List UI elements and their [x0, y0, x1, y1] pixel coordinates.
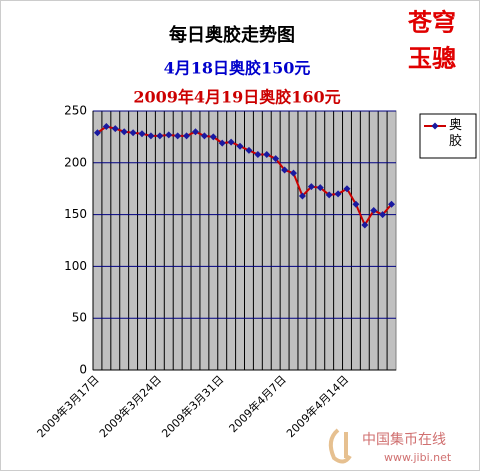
marker: [290, 169, 298, 177]
marker: [272, 155, 280, 163]
marker: [298, 192, 306, 200]
marker: [129, 129, 137, 137]
marker: [245, 146, 253, 154]
y-tick-label: 100: [64, 259, 87, 273]
subtitle: 4月18日奥胶150元: [164, 59, 311, 78]
legend-box: [419, 113, 477, 159]
series-line: [96, 125, 393, 228]
marker: [156, 132, 164, 140]
marker: [93, 129, 101, 137]
marker: [236, 142, 244, 150]
marker: [102, 123, 110, 131]
marker: [209, 133, 217, 141]
marker: [325, 191, 333, 199]
marker: [334, 190, 342, 198]
watermark-url: www.jibi.net: [384, 451, 452, 464]
y-tick-label: 250: [64, 104, 87, 118]
marker: [263, 151, 271, 159]
logo: [328, 428, 352, 464]
marker: [370, 206, 378, 214]
marker: [120, 128, 128, 136]
marker: [227, 138, 235, 146]
stamp: 玉骢: [408, 44, 456, 73]
stamp: 苍穹: [407, 8, 456, 37]
marker: [352, 200, 360, 208]
y-tick-label: 200: [64, 155, 87, 169]
subtitle: 2009年4月19日奥胶160元: [133, 88, 340, 107]
marker: [361, 221, 369, 229]
marker: [147, 132, 155, 140]
marker: [191, 128, 199, 136]
legend-marker: [431, 122, 439, 130]
marker: [307, 183, 315, 191]
watermark: 中国集币在线: [362, 431, 446, 448]
marker: [254, 151, 262, 159]
marker: [343, 185, 351, 193]
marker: [138, 130, 146, 138]
marker: [316, 184, 324, 192]
legend-label: 奥胶: [449, 118, 463, 149]
marker: [281, 166, 289, 174]
marker: [379, 211, 387, 219]
y-tick-label: 0: [79, 363, 87, 377]
marker: [183, 132, 191, 140]
marker: [388, 200, 396, 208]
marker: [174, 132, 182, 140]
y-tick-label: 150: [64, 207, 87, 221]
marker: [165, 131, 173, 139]
chart-title: 每日奥胶走势图: [169, 24, 295, 46]
marker: [218, 139, 226, 147]
marker: [200, 132, 208, 140]
marker: [111, 125, 119, 133]
y-tick-label: 50: [72, 311, 87, 325]
